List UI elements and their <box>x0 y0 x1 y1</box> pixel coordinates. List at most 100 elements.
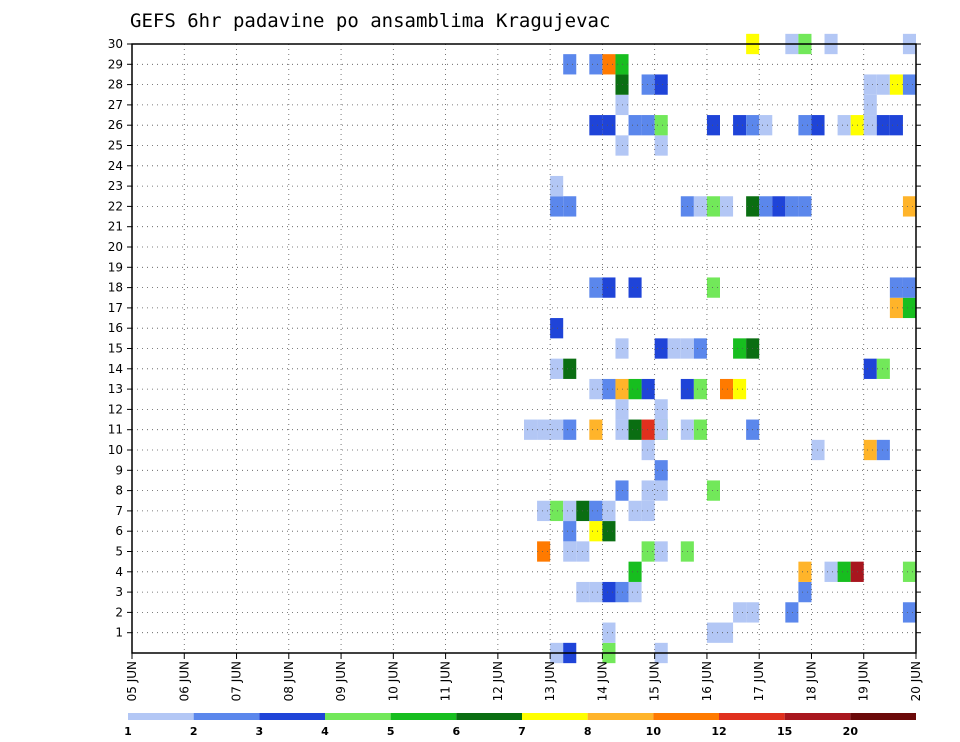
heatmap-cell <box>537 419 551 440</box>
heatmap-cell <box>759 115 773 136</box>
heatmap-cell <box>628 581 642 603</box>
heatmap-cell <box>628 561 642 582</box>
x-tick-label: 14 JUN <box>595 661 609 701</box>
y-tick-label: 23 <box>108 179 123 193</box>
colorbar-label: 8 <box>584 725 592 738</box>
heatmap-cell <box>902 277 916 298</box>
heatmap-cell <box>563 419 577 440</box>
heatmap-cell <box>654 135 668 156</box>
x-tick-label: 13 JUN <box>543 661 557 701</box>
x-tick-label: 10 JUN <box>386 661 400 701</box>
x-tick-label: 19 JUN <box>857 661 871 701</box>
y-tick-label: 12 <box>108 402 123 416</box>
heatmap-cell <box>798 115 812 136</box>
y-tick-label: 17 <box>108 301 123 315</box>
x-tick-label: 12 JUN <box>491 661 505 701</box>
y-tick-label: 2 <box>115 605 123 619</box>
colorbar-swatch <box>193 713 260 720</box>
heatmap-cell <box>693 338 707 359</box>
heatmap-cell <box>706 277 720 298</box>
y-tick-label: 28 <box>108 78 123 92</box>
x-tick-label: 06 JUN <box>177 661 191 701</box>
heatmap-cell <box>628 419 642 440</box>
x-tick-label: 09 JUN <box>334 661 348 701</box>
heatmap-cell <box>798 581 812 603</box>
heatmap-cell <box>589 581 603 603</box>
heatmap-cell <box>798 561 812 582</box>
heatmap-cell <box>628 378 642 400</box>
heatmap-cell <box>589 277 603 298</box>
heatmap-cell <box>550 196 564 217</box>
colorbar-label: 10 <box>646 725 662 738</box>
heatmap-cell <box>654 419 668 440</box>
y-tick-label: 13 <box>108 382 123 396</box>
colorbar-label: 20 <box>843 725 859 738</box>
y-tick-label: 8 <box>115 484 123 498</box>
heatmap-cell <box>589 419 603 440</box>
heatmap-cell <box>550 358 564 379</box>
heatmap-cell <box>863 439 877 461</box>
chart-title: GEFS 6hr padavine po ansamblima Kragujev… <box>130 10 610 32</box>
x-tick-label: 11 JUN <box>439 661 453 701</box>
y-tick-label: 24 <box>108 159 123 173</box>
colorbar-label: 12 <box>711 725 726 738</box>
y-tick-label: 29 <box>108 57 123 71</box>
y-tick-label: 15 <box>108 342 123 356</box>
heatmap-cell <box>563 521 577 542</box>
heatmap-cell <box>811 439 825 461</box>
heatmap-cell <box>524 419 538 440</box>
heatmap-cell <box>693 378 707 400</box>
colorbar-label: 7 <box>518 725 526 738</box>
heatmap-cell <box>706 480 720 501</box>
y-tick-label: 30 <box>108 37 123 51</box>
y-tick-label: 22 <box>108 199 123 213</box>
heatmap-cell <box>563 196 577 217</box>
heatmap-cell <box>602 378 616 400</box>
x-tick-label: 15 JUN <box>648 661 662 701</box>
heatmap-cell <box>550 419 564 440</box>
heatmap-cell <box>641 439 655 461</box>
heatmap-cell <box>733 338 747 359</box>
heatmap-cell <box>654 399 668 420</box>
heatmap-cell <box>706 115 720 136</box>
colorbar-label: 5 <box>387 725 395 738</box>
heatmap-cell <box>537 541 551 562</box>
heatmap-cell <box>876 358 890 379</box>
colorbar-swatch <box>587 713 654 720</box>
heatmap-cell <box>563 541 577 562</box>
heatmap-cell <box>563 500 577 522</box>
heatmap-cell <box>537 500 551 522</box>
y-tick-label: 19 <box>108 260 123 274</box>
heatmap-cell <box>720 378 734 400</box>
heatmap-cell <box>589 500 603 522</box>
heatmap-cell <box>641 419 655 440</box>
colorbar-swatch <box>456 713 522 720</box>
y-tick-label: 16 <box>108 321 123 335</box>
heatmap-cell <box>876 115 890 136</box>
heatmap-cell <box>693 196 707 217</box>
heatmap-cell <box>733 602 747 623</box>
heatmap-cell <box>654 541 668 562</box>
heatmap-cell <box>863 358 877 379</box>
heatmap-cell <box>589 115 603 136</box>
x-tick-label: 16 JUN <box>700 661 714 701</box>
heatmap-cell <box>628 115 642 136</box>
y-tick-label: 18 <box>108 281 123 295</box>
heatmap-cell <box>889 277 903 298</box>
heatmap-cell <box>602 500 616 522</box>
y-tick-label: 3 <box>115 585 123 599</box>
colorbar-swatch <box>128 713 194 720</box>
heatmap-cell <box>785 196 799 217</box>
colorbar-swatch <box>522 713 588 720</box>
y-tick-label: 21 <box>108 220 123 234</box>
heatmap-cell <box>641 378 655 400</box>
colorbar-label: 15 <box>777 725 792 738</box>
colorbar-label: 2 <box>190 725 198 738</box>
heatmap-cell <box>706 196 720 217</box>
heatmap-cell <box>602 622 616 643</box>
y-tick-label: 7 <box>115 504 123 518</box>
heatmap-cell <box>693 419 707 440</box>
heatmap-cell <box>550 500 564 522</box>
y-tick-label: 14 <box>108 362 123 376</box>
